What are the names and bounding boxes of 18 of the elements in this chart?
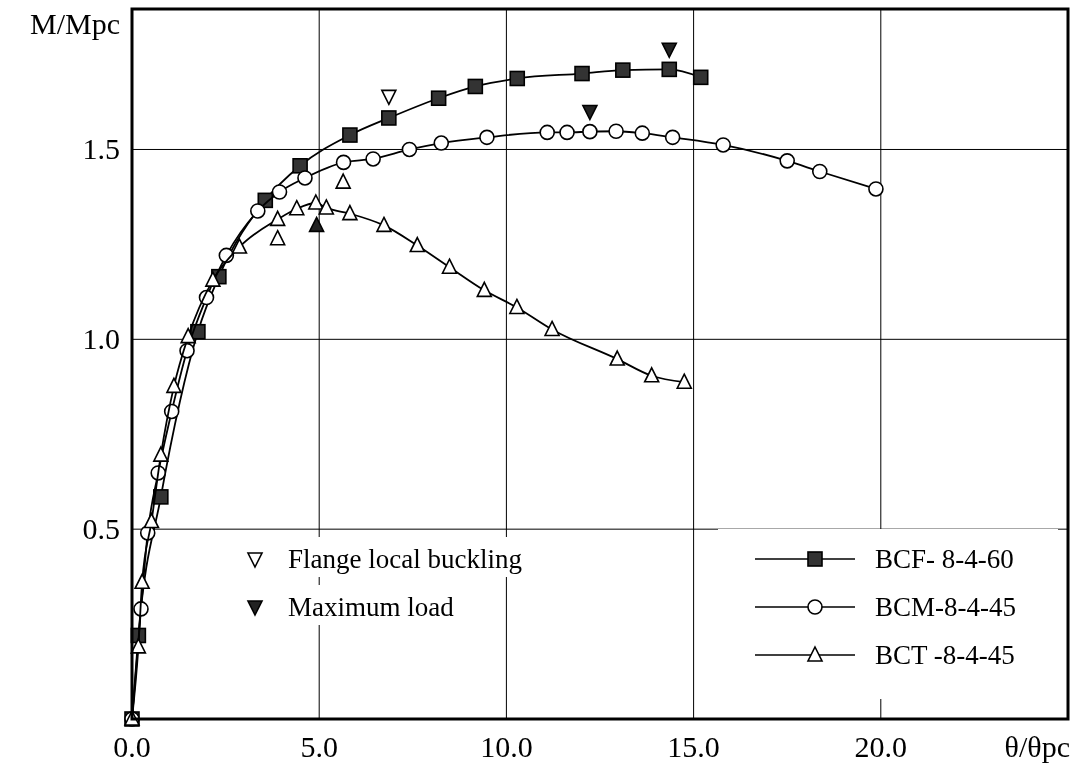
y-tick-label: 0.5 bbox=[82, 512, 120, 546]
x-tick-label: 15.0 bbox=[667, 730, 720, 763]
legend-label: BCT -8-4-45 bbox=[875, 640, 1015, 670]
y-tick-label: 1.0 bbox=[82, 322, 120, 356]
x-tick-label: 20.0 bbox=[854, 730, 908, 763]
legend-label: Maximum load bbox=[288, 592, 455, 622]
x-axis-title: θ/θpc bbox=[1004, 730, 1070, 763]
x-tick-label: 0.0 bbox=[113, 730, 151, 763]
y-tick-label: 1.5 bbox=[82, 132, 120, 166]
legend-label: BCM-8-4-45 bbox=[875, 592, 1016, 622]
legend-entry: BCT -8-4-45 bbox=[754, 640, 1015, 670]
legend-label: BCF- 8-4-60 bbox=[875, 544, 1014, 574]
legend-label: Flange local buckling bbox=[288, 544, 522, 574]
x-tick-label: 10.0 bbox=[480, 730, 533, 763]
x-tick-label: 5.0 bbox=[300, 730, 338, 763]
y-axis-title: M/Mpc bbox=[30, 7, 120, 40]
legend-entry: BCM-8-4-45 bbox=[754, 592, 1016, 622]
legend-entry: BCF- 8-4-60 bbox=[754, 544, 1014, 574]
